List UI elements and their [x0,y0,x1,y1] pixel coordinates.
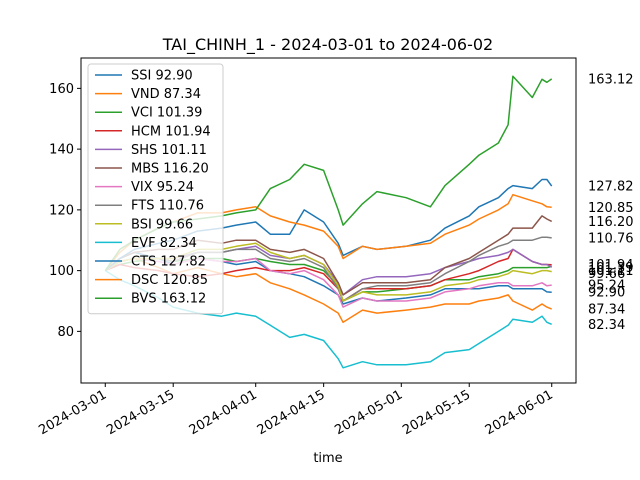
legend-label-10: CTS 127.82 [131,255,206,270]
legend-label-11: DSC 120.85 [131,273,208,288]
legend-label-0: SSI 92.90 [131,69,193,84]
end-label-4: 110.76 [588,231,634,246]
legend-box [87,63,224,315]
y-axis: 80 100 120 140 160 [49,82,81,340]
end-label-10: 92.90 [588,286,625,301]
y-tick-label-2: 120 [49,203,74,218]
legend-label-3: HCM 101.94 [131,124,211,139]
legend-label-7: FTS 110.76 [131,199,204,214]
legend-label-4: SHS 101.11 [131,143,207,158]
y-tick-label-1: 100 [49,264,74,279]
end-label-1: 127.82 [588,180,634,195]
end-label-7: 101.11 [588,264,634,279]
y-tick-label-4: 160 [49,82,74,97]
end-label-9: 95.24 [588,279,625,294]
end-label-3: 116.20 [588,215,634,230]
end-label-0: 163.12 [588,72,634,87]
axes-frame [80,57,577,384]
legend-label-5: MBS 116.20 [131,162,209,177]
end-label-2: 120.85 [588,201,634,216]
end-label-8: 99.66 [588,267,625,282]
end-label-6: 101.39 [588,261,634,276]
y-tick-label-3: 140 [49,143,74,158]
legend-label-6: VIX 95.24 [131,180,194,195]
chart-title: TAI_CHINH_1 - 2024-03-01 to 2024-06-02 [162,35,493,55]
end-label-5: 101.94 [588,258,634,273]
legend-label-2: VCI 101.39 [131,106,202,121]
end-label-12: 82.34 [588,318,625,333]
legend-label-12: BVS 163.12 [131,292,206,307]
legend: SSI 92.90 VND 87.34 VCI 101.39 HCM 101.94 SH… [87,63,224,315]
end-label-11: 87.34 [588,303,625,318]
legend-label-8: BSI 99.66 [131,217,193,232]
x-axis-label: time [313,451,342,466]
y-tick-label-0: 80 [57,325,74,340]
legend-label-1: VND 87.34 [131,87,201,102]
legend-label-9: EVF 82.34 [131,236,197,251]
